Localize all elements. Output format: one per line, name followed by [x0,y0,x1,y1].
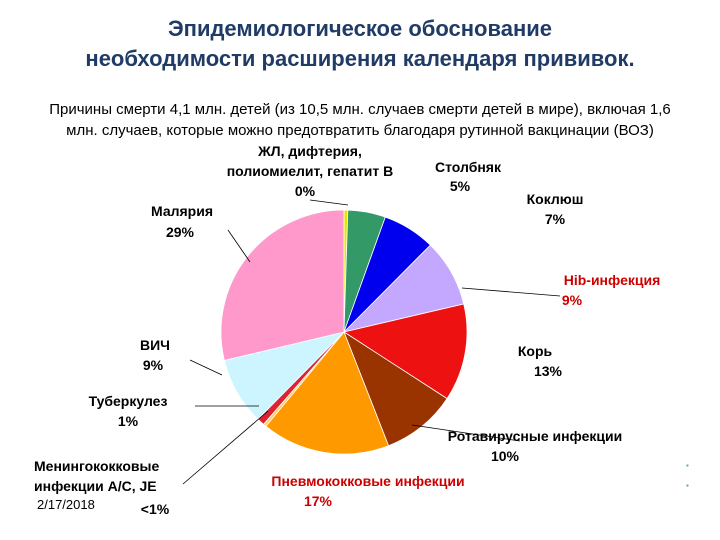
slice-name-label: полиомиелит, гепатит В [227,163,394,179]
slice-value-label: 0% [295,183,316,199]
subtitle-line-1: Причины смерти 4,1 млн. детей (из 10,5 м… [49,101,671,118]
pie-slice [220,209,345,361]
slice-value-label: 9% [143,357,164,373]
chart-subtitle: Причины смерти 4,1 млн. детей (из 10,5 м… [30,99,690,141]
slide-decoration-mark: ▪ [686,481,689,490]
slice-name-label: инфекции A/C, JE [34,478,157,494]
slice-value-label: 29% [166,224,195,240]
slice-name-label: ВИЧ [140,337,170,353]
slice-name-label: Столбняк [435,159,502,175]
slice-value-label: <1% [141,501,170,517]
leader-line [461,287,561,297]
leader-line [227,229,251,263]
leader-lines [182,199,561,485]
slice-name-label: ЖЛ, дифтерия, [257,143,362,159]
pie-slice [265,331,390,455]
slide-decoration-mark: ▪ [686,461,689,470]
leader-line [309,199,349,206]
slice-name-label: Ротавирусные инфекции [448,428,622,444]
slice-value-label: 5% [450,178,471,194]
slice-name-label: Пневмококковые инфекции [271,473,464,489]
slide-date: 2/17/2018 [37,497,95,512]
pie-slices [220,209,468,455]
pie-slice [342,303,468,400]
slice-name-label: Малярия [151,203,213,219]
slice-value-label: 13% [534,363,563,379]
leader-line [189,359,223,376]
subtitle-line-2: млн. случаев, которые можно предотвратит… [66,122,654,139]
slice-value-label: 7% [545,211,566,227]
pie-labels: ЖЛ, дифтерия, полиомиелит, гепатит В 0% Сто… [34,143,660,517]
slice-name-label: Корь [518,343,553,359]
slice-value-label: 17% [304,493,333,509]
slice-name-label: Туберкулез [89,393,168,409]
slice-value-label: 1% [118,413,139,429]
slice-name-label: Менингококковые [34,458,159,474]
slice-value-label: 9% [562,292,583,308]
leader-line [182,410,269,485]
slice-name-label: Коклюш [527,191,584,207]
page-title: Эпидемиологическое обоснование необходим… [0,14,720,74]
leader-line [411,424,521,442]
title-line-2: необходимости расширения календаря приви… [85,46,635,71]
slice-value-label: 10% [491,448,520,464]
slice-name-label: Hib-инфекция [564,272,661,288]
title-line-1: Эпидемиологическое обоснование [168,16,552,41]
